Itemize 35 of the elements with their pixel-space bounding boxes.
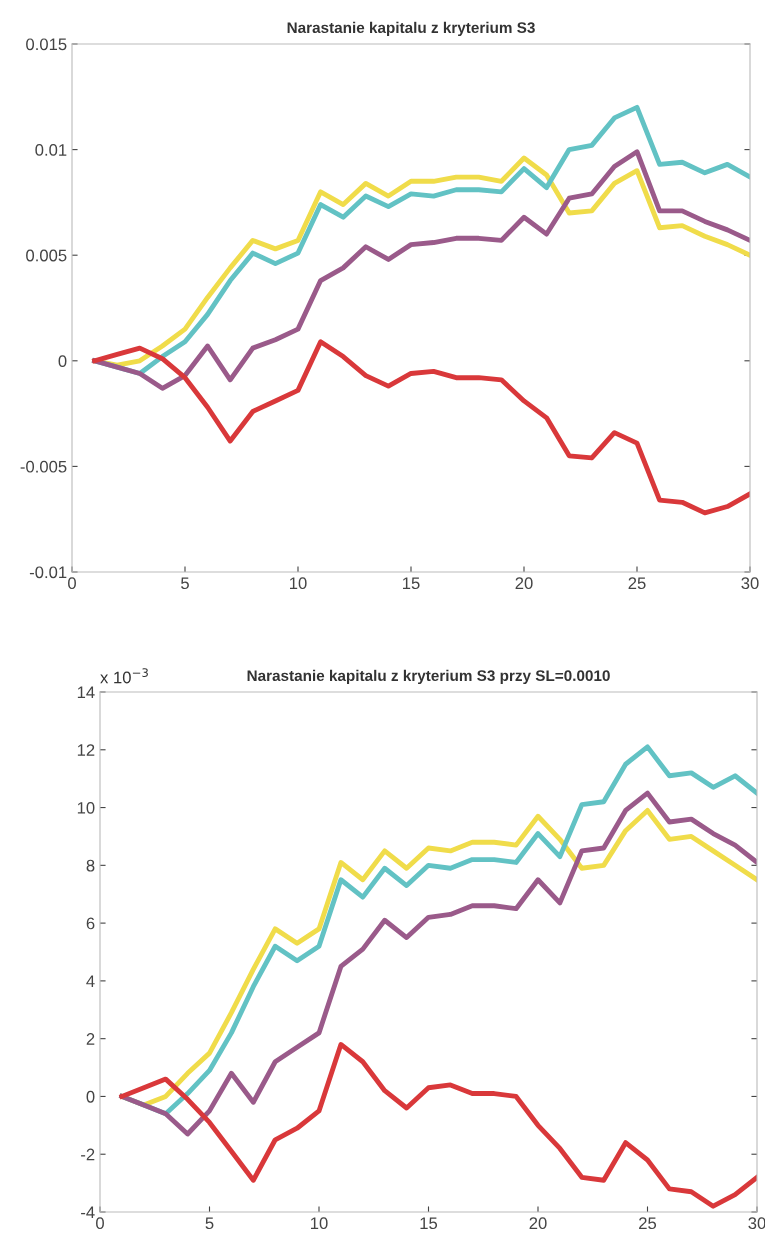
y-tick-label: 10 bbox=[77, 801, 95, 814]
y-tick-label: 4 bbox=[86, 975, 95, 987]
x-tick-label: 30 bbox=[741, 577, 759, 590]
x-tick-label: 10 bbox=[290, 577, 307, 590]
y-tick-label: 0.015 bbox=[26, 38, 67, 51]
chart-title: Narastanie kapitalu z kryterium S3 bbox=[287, 21, 535, 37]
y-tick-label: 0 bbox=[58, 355, 67, 367]
x-tick-label: 15 bbox=[403, 577, 420, 590]
x-tick-label: 10 bbox=[311, 1217, 328, 1230]
y-tick-label: -2 bbox=[81, 1148, 95, 1161]
x-tick-label: 20 bbox=[529, 1217, 547, 1230]
x-tick-label: 25 bbox=[639, 1217, 657, 1230]
chart-title: Narastanie kapitalu z kryterium S3 przy SL=0.0010 bbox=[247, 669, 610, 685]
x-tick-label: 30 bbox=[748, 1217, 765, 1230]
y-tick-label: 0.01 bbox=[35, 144, 67, 156]
x-tick-label: 0 bbox=[68, 577, 76, 590]
y-tick-label: 0.005 bbox=[26, 249, 67, 262]
x-tick-label: 5 bbox=[181, 577, 189, 590]
y-tick-label: -0.01 bbox=[29, 566, 67, 579]
y-tick-label: 8 bbox=[86, 859, 95, 872]
y-tick-label: 12 bbox=[77, 744, 95, 756]
text: x 10$^{−3}$ bbox=[100, 668, 148, 684]
y-tick-label: 6 bbox=[86, 917, 95, 930]
y-tick-label: 14 bbox=[77, 686, 95, 699]
y-tick-label: -0.005 bbox=[20, 460, 67, 473]
x-tick-label: 25 bbox=[628, 577, 646, 590]
x-tick-label: 15 bbox=[420, 1217, 438, 1230]
y-tick-label: 2 bbox=[86, 1033, 95, 1045]
y-tick-label: -4 bbox=[81, 1206, 95, 1219]
line-series bbox=[92, 339, 750, 516]
x-tick-label: 5 bbox=[205, 1217, 214, 1230]
y-tick-label: 0 bbox=[86, 1090, 95, 1103]
x-tick-label: 0 bbox=[96, 1217, 104, 1230]
x-tick-label: 20 bbox=[515, 577, 533, 590]
line-series bbox=[119, 1042, 757, 1209]
